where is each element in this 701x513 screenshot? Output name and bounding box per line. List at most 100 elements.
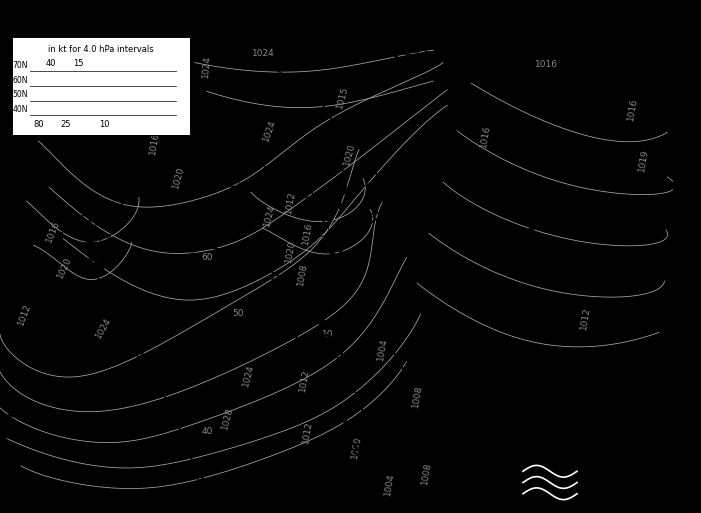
Text: 1016: 1016 xyxy=(626,96,639,121)
Text: 25: 25 xyxy=(60,120,71,129)
Text: 1016: 1016 xyxy=(536,60,558,69)
Text: H: H xyxy=(129,443,144,462)
Bar xyxy=(673,0,701,513)
Text: 1016: 1016 xyxy=(301,221,313,246)
Polygon shape xyxy=(379,461,386,466)
Polygon shape xyxy=(79,314,86,319)
Text: 1028: 1028 xyxy=(221,406,235,430)
Polygon shape xyxy=(320,320,327,325)
Polygon shape xyxy=(395,351,402,356)
Text: L: L xyxy=(341,414,353,432)
Polygon shape xyxy=(274,63,280,68)
Polygon shape xyxy=(327,335,334,340)
Polygon shape xyxy=(344,365,351,370)
Polygon shape xyxy=(318,96,325,101)
Polygon shape xyxy=(224,393,231,398)
Text: 1020: 1020 xyxy=(55,255,74,280)
Text: 15: 15 xyxy=(73,58,83,68)
Text: 1020: 1020 xyxy=(172,165,186,189)
Polygon shape xyxy=(61,309,67,314)
Polygon shape xyxy=(370,429,376,434)
Text: 60N: 60N xyxy=(13,75,28,85)
Polygon shape xyxy=(383,477,390,482)
Polygon shape xyxy=(46,197,53,202)
Polygon shape xyxy=(336,350,343,355)
Text: 1029: 1029 xyxy=(116,470,158,486)
Text: L: L xyxy=(86,229,97,248)
Text: 1016: 1016 xyxy=(44,220,61,244)
Polygon shape xyxy=(120,324,128,328)
Polygon shape xyxy=(30,415,36,420)
Polygon shape xyxy=(8,285,14,290)
Polygon shape xyxy=(315,232,322,236)
Polygon shape xyxy=(403,366,409,370)
Polygon shape xyxy=(103,294,110,299)
Text: in kt for 4.0 hPa intervals: in kt for 4.0 hPa intervals xyxy=(48,45,154,54)
Text: 70N: 70N xyxy=(13,61,28,70)
Polygon shape xyxy=(245,386,250,392)
Polygon shape xyxy=(440,439,446,443)
Text: 80: 80 xyxy=(34,120,44,129)
Text: 50: 50 xyxy=(233,309,244,319)
Polygon shape xyxy=(161,408,167,413)
Text: 40N: 40N xyxy=(13,105,28,114)
Polygon shape xyxy=(304,84,311,89)
Polygon shape xyxy=(189,446,196,450)
Polygon shape xyxy=(111,309,118,313)
Polygon shape xyxy=(182,429,189,435)
Polygon shape xyxy=(304,280,311,284)
Bar xyxy=(0,499,701,513)
Polygon shape xyxy=(77,221,84,225)
Polygon shape xyxy=(343,156,349,161)
Polygon shape xyxy=(99,279,106,284)
Text: 1020: 1020 xyxy=(285,240,297,263)
Polygon shape xyxy=(198,478,205,483)
Text: 998: 998 xyxy=(331,443,363,458)
Text: 1020: 1020 xyxy=(342,142,356,166)
Polygon shape xyxy=(356,225,363,230)
Polygon shape xyxy=(96,417,102,422)
Text: 40: 40 xyxy=(201,427,212,437)
Text: 1000: 1000 xyxy=(350,435,362,460)
Polygon shape xyxy=(129,339,137,344)
Text: 10: 10 xyxy=(660,48,679,63)
Text: 1001: 1001 xyxy=(445,481,487,496)
Polygon shape xyxy=(160,383,167,387)
Text: L: L xyxy=(461,453,472,472)
Text: 1024: 1024 xyxy=(201,55,212,78)
Text: 1024: 1024 xyxy=(263,203,277,228)
Text: 1024: 1024 xyxy=(242,363,256,388)
Polygon shape xyxy=(313,304,320,309)
Polygon shape xyxy=(365,413,372,418)
Polygon shape xyxy=(264,378,270,384)
Polygon shape xyxy=(297,358,304,363)
Text: 1019: 1019 xyxy=(494,228,536,244)
Text: 1004: 1004 xyxy=(376,337,388,361)
Text: 1019: 1019 xyxy=(637,148,650,172)
Text: 1016: 1016 xyxy=(148,131,161,156)
Polygon shape xyxy=(418,394,425,398)
Polygon shape xyxy=(204,493,212,498)
Polygon shape xyxy=(427,408,433,412)
Bar xyxy=(0,0,701,44)
Polygon shape xyxy=(43,303,48,307)
Text: L: L xyxy=(306,306,318,325)
Text: 1000: 1000 xyxy=(291,333,333,349)
Polygon shape xyxy=(340,140,347,145)
Polygon shape xyxy=(352,381,359,386)
Polygon shape xyxy=(99,315,104,320)
Polygon shape xyxy=(149,368,156,372)
Polygon shape xyxy=(343,172,349,177)
Polygon shape xyxy=(335,204,342,208)
Text: 1008: 1008 xyxy=(297,262,309,287)
Text: 1010: 1010 xyxy=(412,51,450,67)
Text: 1004: 1004 xyxy=(383,473,395,497)
Polygon shape xyxy=(52,417,58,421)
Text: 1015: 1015 xyxy=(335,85,349,110)
Polygon shape xyxy=(193,462,200,467)
Text: 10: 10 xyxy=(100,120,110,129)
Text: 1008: 1008 xyxy=(411,384,423,408)
Polygon shape xyxy=(25,167,32,172)
Polygon shape xyxy=(74,417,81,422)
Text: 1024: 1024 xyxy=(94,316,114,341)
